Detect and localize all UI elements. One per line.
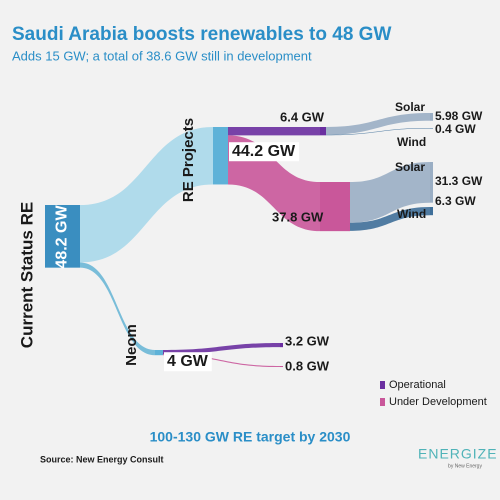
chart-title: Saudi Arabia boosts renewables to 48 GW [12,24,391,45]
value-label: 31.3 GW [435,174,483,188]
value-label: 0.4 GW [435,122,476,136]
legend-swatch [380,398,385,406]
node [280,366,283,368]
labels: Current Status RE 48.2 GW RE Projects 44.2 … [17,100,486,408]
chart-subtitle: Adds 15 GW; a total of 38.6 GW still in … [12,48,312,63]
label-box [229,142,300,162]
value-label: 37.8 GW [272,209,324,224]
value-label: 48.2 GW [54,205,71,269]
value-label: 6.4 GW [280,109,325,124]
node-name: RE Projects [180,118,197,202]
links [80,113,430,368]
value-label: 6.3 GW [435,194,476,208]
node-name: Neom [123,324,140,366]
legend-label: Under Development [389,396,487,408]
value-label: 44.2 GW [232,143,296,160]
node [430,207,433,216]
node [320,182,350,232]
link [80,262,155,356]
nodes [45,113,433,368]
node [45,205,80,268]
node [213,127,228,185]
node [155,350,163,356]
link [228,127,320,136]
node [430,162,433,203]
value-label: 0.8 GW [285,358,330,373]
legend-swatch [380,381,385,389]
brand-sub: by New Energy [448,463,482,469]
node [430,128,433,129]
link [326,128,430,136]
label-box [164,352,212,372]
source: Source: New Energy Consult [40,454,164,464]
link [350,162,430,223]
node-name: Solar [395,160,425,174]
link [163,343,280,355]
brand: ENERGIZE [418,446,498,462]
node-name: Solar [395,100,425,114]
value-label: 3.2 GW [285,333,330,348]
node [320,127,326,136]
value-label: 4 GW [167,353,209,370]
link [326,113,430,135]
legend-label: Operational [389,379,446,391]
link [80,127,213,263]
annotation: 100-130 GW RE target by 2030 [150,429,351,445]
node [430,113,433,121]
node [280,343,283,348]
value-label: 5.98 GW [435,109,483,123]
link [350,207,430,231]
node-name: Wind [397,207,426,221]
node-name: Current Status RE [17,202,36,348]
link [163,354,280,368]
node-name: Wind [397,135,426,149]
